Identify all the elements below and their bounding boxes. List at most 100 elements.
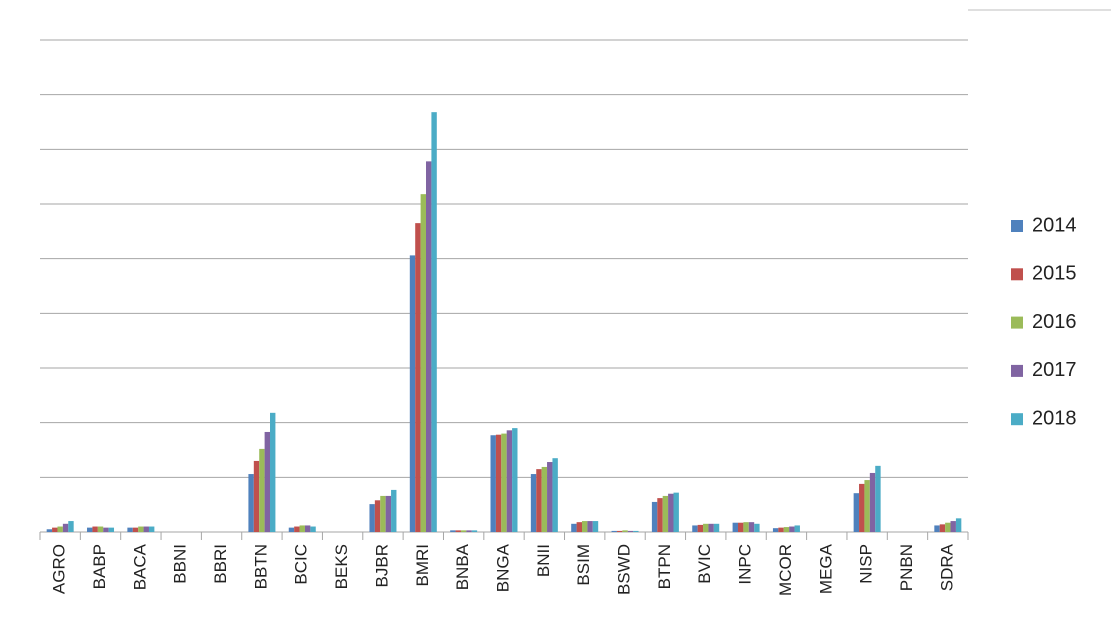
x-tick-label: BEKS bbox=[332, 544, 351, 589]
bar bbox=[576, 522, 582, 532]
bar bbox=[772, 528, 779, 532]
bar bbox=[794, 525, 800, 532]
bar bbox=[420, 194, 427, 532]
bar bbox=[743, 522, 749, 532]
bar bbox=[633, 530, 639, 532]
bar bbox=[385, 495, 392, 532]
x-tick-label: BSIM bbox=[574, 544, 593, 586]
bar bbox=[552, 458, 558, 532]
x-tick-label: SDRA bbox=[937, 543, 956, 591]
bar bbox=[108, 527, 115, 532]
bar bbox=[547, 462, 553, 532]
bar bbox=[264, 431, 271, 532]
bar bbox=[713, 523, 720, 532]
x-tick-label: BSWD bbox=[615, 544, 634, 595]
x-tick-label: BBRI bbox=[211, 544, 230, 584]
bar bbox=[703, 523, 709, 532]
bar bbox=[859, 483, 865, 532]
bar bbox=[668, 493, 674, 532]
bar bbox=[288, 527, 295, 532]
bar bbox=[52, 527, 58, 532]
x-tick-label: BJBR bbox=[372, 544, 391, 587]
bar bbox=[616, 530, 623, 532]
x-tick-label: BTPN bbox=[655, 544, 674, 589]
bar bbox=[506, 430, 513, 532]
bar bbox=[737, 522, 744, 532]
legend-swatch bbox=[1011, 364, 1023, 377]
bar bbox=[259, 448, 265, 532]
x-tick-label: BABP bbox=[90, 544, 109, 589]
bar bbox=[651, 501, 658, 532]
bar bbox=[391, 489, 397, 532]
x-tick-label: BCIC bbox=[292, 544, 311, 585]
bar bbox=[46, 529, 53, 532]
bar bbox=[853, 493, 860, 532]
bar bbox=[143, 526, 149, 532]
bar bbox=[299, 525, 305, 532]
x-tick-label: MEGA bbox=[816, 543, 835, 594]
bar bbox=[248, 474, 254, 532]
bar bbox=[657, 498, 663, 532]
bar bbox=[138, 526, 144, 532]
bar bbox=[541, 466, 548, 532]
bar bbox=[955, 518, 962, 532]
bar bbox=[471, 530, 478, 532]
x-tick-label: INPC bbox=[736, 544, 755, 585]
bar bbox=[697, 524, 704, 532]
legend-swatch bbox=[1011, 413, 1023, 426]
bar bbox=[253, 460, 260, 532]
bar bbox=[536, 469, 542, 532]
bar bbox=[939, 524, 946, 532]
bar bbox=[132, 527, 139, 532]
bar bbox=[611, 530, 617, 532]
x-tick-label: BMRI bbox=[413, 544, 432, 587]
bar bbox=[57, 526, 63, 532]
bar bbox=[673, 492, 679, 532]
bar bbox=[310, 526, 316, 532]
bar bbox=[455, 530, 461, 532]
bar bbox=[875, 465, 881, 532]
bar bbox=[415, 223, 421, 532]
legend-label: 2018 bbox=[1032, 407, 1077, 429]
legend-swatch bbox=[1011, 316, 1023, 329]
x-tick-label: BBNI bbox=[171, 544, 190, 584]
bar bbox=[754, 523, 760, 532]
bar bbox=[369, 504, 375, 532]
bar bbox=[490, 435, 496, 532]
bar bbox=[431, 112, 437, 532]
bar bbox=[103, 527, 109, 532]
legend-swatch bbox=[1011, 220, 1023, 232]
bar bbox=[622, 530, 628, 532]
bar bbox=[380, 495, 386, 532]
bar bbox=[789, 526, 795, 532]
bar bbox=[945, 522, 951, 532]
bar bbox=[869, 472, 876, 532]
bar bbox=[783, 527, 790, 532]
x-tick-label: PNBN bbox=[897, 544, 916, 591]
bar bbox=[374, 500, 381, 532]
bar bbox=[530, 474, 537, 532]
bar bbox=[495, 434, 502, 532]
bar bbox=[409, 255, 416, 533]
bar bbox=[512, 428, 518, 532]
bar bbox=[662, 495, 669, 532]
bar bbox=[460, 530, 467, 532]
bar bbox=[692, 525, 698, 532]
legend-label: 2017 bbox=[1032, 359, 1077, 381]
bar bbox=[92, 526, 98, 532]
x-tick-label: NISP bbox=[857, 544, 876, 584]
bar bbox=[708, 523, 714, 532]
bar bbox=[466, 530, 472, 532]
bar bbox=[581, 521, 588, 532]
bar bbox=[294, 526, 300, 532]
bar bbox=[732, 522, 738, 532]
bar bbox=[864, 480, 870, 532]
bar bbox=[571, 523, 577, 532]
x-tick-label: BBTN bbox=[251, 544, 270, 589]
legend-label: 2014 bbox=[1032, 214, 1077, 236]
bar bbox=[68, 521, 74, 532]
bar bbox=[778, 527, 784, 532]
bar bbox=[450, 530, 456, 532]
legend-label: 2015 bbox=[1032, 263, 1077, 285]
